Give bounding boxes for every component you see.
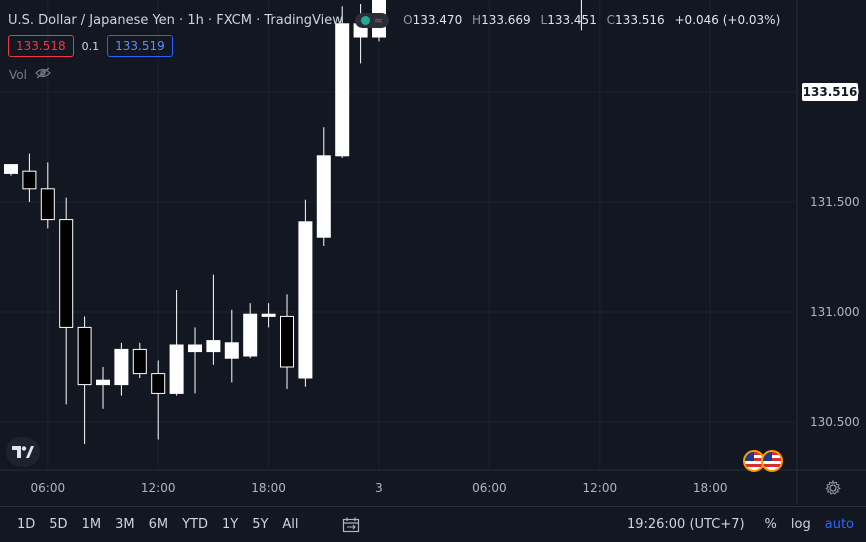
market-open-dot-icon (360, 15, 370, 25)
candle (59, 197, 74, 405)
candle (132, 342, 147, 378)
y-tick-label: 131.500 (810, 195, 860, 209)
calendar-range-icon[interactable] (342, 517, 360, 533)
candle (169, 290, 184, 396)
bottom-toolbar: 1D 5D 1M 3M 6M YTD 1Y 5Y All 19:26:00 (U… (0, 506, 866, 542)
candle-body (206, 340, 221, 353)
x-tick-label: 12:00 (583, 481, 618, 495)
candle (4, 164, 18, 176)
candle (188, 327, 202, 394)
low-label: L (540, 13, 548, 27)
auto-scale-toggle[interactable]: auto (824, 517, 854, 532)
y-tick-label: 131.000 (810, 305, 860, 319)
candle-body (40, 188, 55, 221)
sell-button[interactable]: 133.518 (8, 35, 74, 57)
range-1m-button[interactable]: 1M (81, 517, 102, 532)
chart-legend: U.S. Dollar / Japanese Yen · 1h · FXCM ·… (8, 10, 780, 30)
candle (298, 199, 313, 387)
tradingview-logo-icon[interactable] (6, 437, 40, 467)
range-all-button[interactable]: All (282, 517, 299, 532)
candle-body (132, 348, 147, 375)
candle-body (188, 344, 202, 353)
candle-body (114, 348, 129, 386)
high-label: H (472, 13, 482, 27)
x-tick-label: 3 (375, 481, 383, 495)
close-value: 133.516 (615, 13, 665, 27)
x-tick-label: 18:00 (693, 481, 728, 495)
candle (96, 367, 110, 409)
percent-scale-toggle[interactable]: % (764, 517, 777, 532)
high-value: 133.669 (481, 13, 531, 27)
candle (243, 303, 258, 359)
market-status-toggle[interactable]: ≈ (354, 12, 390, 28)
range-1d-button[interactable]: 1D (17, 517, 36, 532)
candle-body (298, 221, 313, 379)
range-6m-button[interactable]: 6M (148, 517, 169, 532)
range-5d-button[interactable]: 5D (49, 517, 68, 532)
candles (4, 0, 582, 444)
candle (335, 6, 350, 158)
candle (580, 0, 582, 31)
candle-body (22, 170, 37, 190)
candle (114, 342, 129, 396)
candle (316, 127, 331, 246)
candle (224, 309, 239, 383)
range-ytd-button[interactable]: YTD (182, 517, 208, 532)
low-value: 133.451 (547, 13, 597, 27)
candle-body (77, 326, 92, 386)
candle-body (59, 219, 74, 328)
candle-body (169, 344, 184, 394)
open-label: O (403, 13, 413, 27)
x-tick-label: 06:00 (31, 481, 66, 495)
change-value: +0.046 (+0.03%) (674, 13, 781, 27)
x-tick-label: 06:00 (472, 481, 507, 495)
volume-indicator: Vol (9, 67, 51, 82)
candle (151, 360, 166, 440)
candle-body (261, 313, 276, 317)
candle-body (96, 379, 110, 386)
candle-body (151, 373, 166, 394)
candle (22, 153, 37, 202)
volume-label: Vol (9, 67, 27, 82)
price-chart[interactable]: 130.500131.000131.500132.000132.500133.0… (0, 0, 866, 505)
price-axis[interactable]: 130.500131.000131.500132.000132.500133.0… (810, 0, 860, 429)
range-1y-button[interactable]: 1Y (221, 517, 239, 532)
candle-body (280, 315, 294, 368)
candle-body (243, 313, 258, 357)
wave-icon: ≈ (373, 13, 384, 27)
candle-body (4, 164, 18, 174)
clock-timezone[interactable]: 19:26:00 (UTC+7) (626, 517, 745, 532)
log-scale-toggle[interactable]: log (790, 517, 811, 532)
open-value: 133.470 (412, 13, 463, 27)
candle (261, 303, 276, 328)
spread-value: 0.1 (81, 39, 100, 53)
buy-button[interactable]: 133.519 (107, 35, 173, 57)
candle-body (335, 23, 350, 157)
grid (0, 0, 866, 505)
time-axis[interactable]: 06:00 12:00 18:00 3 06:00 12:00 18:00 (31, 481, 728, 495)
symbol-title[interactable]: U.S. Dollar / Japanese Yen · 1h · FXCM ·… (8, 12, 343, 28)
range-3m-button[interactable]: 3M (115, 517, 135, 532)
x-tick-label: 18:00 (251, 481, 286, 495)
us-flag-icon[interactable] (761, 450, 783, 472)
candle-body (224, 342, 239, 359)
quote-row: 133.518 0.1 133.519 (8, 35, 173, 57)
economic-events[interactable] (743, 450, 783, 472)
eye-off-icon[interactable] (35, 67, 51, 82)
range-5y-button[interactable]: 5Y (252, 517, 269, 532)
gear-icon[interactable] (825, 479, 841, 500)
y-tick-label: 130.500 (810, 415, 860, 429)
candle (40, 162, 55, 229)
candle (206, 274, 221, 365)
candle (77, 316, 92, 444)
candle-body (316, 155, 331, 238)
close-label: C (606, 13, 616, 27)
candle (280, 294, 294, 389)
ohlc-values: O133.470 H133.669 L133.451 C133.516 +0.0… (403, 13, 780, 27)
x-tick-label: 12:00 (141, 481, 176, 495)
last-price-tag: 133.516 (802, 83, 858, 101)
